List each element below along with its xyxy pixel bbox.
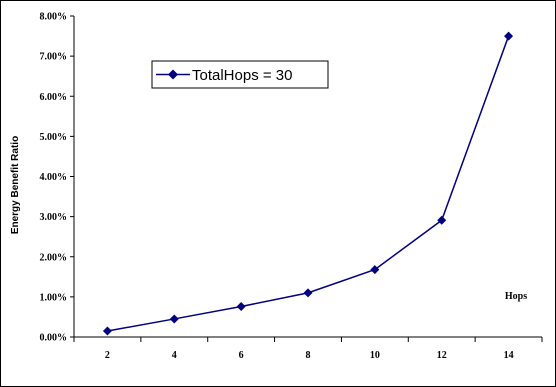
x-tick-label: 12 [437, 350, 447, 361]
x-tick-label: 10 [370, 350, 380, 361]
x-tick-label: 2 [105, 350, 110, 361]
x-tick-label: 4 [172, 350, 177, 361]
series-layer [102, 31, 514, 336]
y-tick-label: 4.00% [40, 172, 68, 183]
data-point [504, 31, 514, 41]
x-tick-label: 8 [306, 350, 311, 361]
x-tick-label: 14 [504, 350, 514, 361]
data-point [169, 314, 179, 324]
x-tick-label: 6 [239, 350, 244, 361]
y-tick-label: 5.00% [40, 132, 68, 143]
y-tick-label: 3.00% [40, 212, 68, 223]
y-tick-label: 1.00% [40, 292, 68, 303]
y-tick-label: 0.00% [40, 333, 68, 344]
y-axis-title: Energy Benefit Ratio [10, 136, 21, 234]
data-point [370, 265, 380, 275]
axes [70, 15, 543, 342]
data-point [236, 302, 246, 312]
tick-labels: 0.00% 1.00% 2.00% 3.00% 4.00% 5.00% 6.00% 7.00%… [40, 12, 514, 362]
data-point [102, 326, 112, 336]
legend-marker [168, 69, 178, 80]
legend-label: TotalHops = 30 [192, 67, 292, 84]
y-tick-label: 6.00% [40, 92, 68, 103]
x-axis-title: Hops [505, 291, 527, 302]
data-point [437, 215, 447, 225]
y-tick-label: 8.00% [40, 12, 68, 23]
legend: TotalHops = 30 [151, 60, 329, 89]
y-tick-label: 2.00% [40, 252, 68, 263]
data-point [303, 288, 313, 298]
y-tick-label: 7.00% [40, 52, 68, 63]
